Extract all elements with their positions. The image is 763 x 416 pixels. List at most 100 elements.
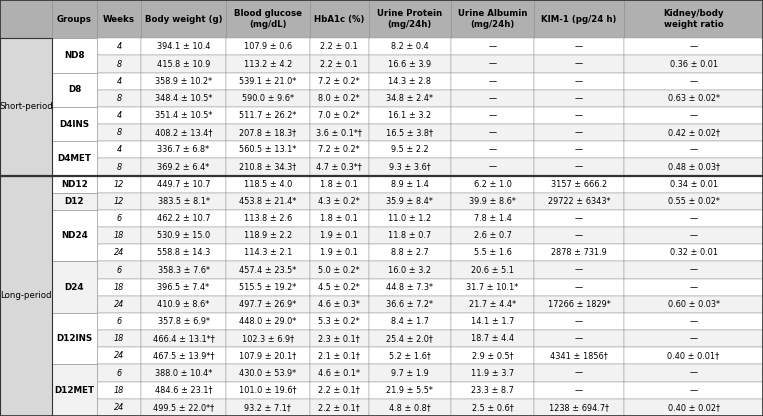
Bar xyxy=(141,38,226,55)
Bar xyxy=(141,158,226,176)
Text: 497.7 ± 26.9*: 497.7 ± 26.9* xyxy=(239,300,297,309)
Bar xyxy=(0,176,52,416)
Text: 457.4 ± 23.5*: 457.4 ± 23.5* xyxy=(239,265,297,275)
Text: —: — xyxy=(488,128,497,137)
Bar xyxy=(97,193,141,210)
Bar xyxy=(310,176,369,193)
Bar xyxy=(451,158,534,176)
Text: —: — xyxy=(488,59,497,69)
Bar xyxy=(141,364,226,381)
Text: —: — xyxy=(575,59,583,69)
Text: —: — xyxy=(575,334,583,343)
Bar xyxy=(141,107,226,124)
Bar xyxy=(534,227,624,244)
Bar xyxy=(226,176,310,193)
Bar xyxy=(369,193,451,210)
Bar xyxy=(226,347,310,364)
Bar xyxy=(141,90,226,107)
Text: 2.6 ± 0.7: 2.6 ± 0.7 xyxy=(474,231,511,240)
Text: 0.63 ± 0.02*: 0.63 ± 0.02* xyxy=(668,94,720,103)
Bar xyxy=(451,0,534,38)
Bar xyxy=(534,193,624,210)
Text: D4INS: D4INS xyxy=(60,120,89,129)
Bar xyxy=(52,141,97,176)
Bar xyxy=(534,262,624,279)
Bar xyxy=(624,0,763,38)
Text: 4.5 ± 0.2*: 4.5 ± 0.2* xyxy=(318,283,360,292)
Bar xyxy=(624,364,763,381)
Text: 2.2 ± 0.1†: 2.2 ± 0.1† xyxy=(318,403,360,412)
Text: D24: D24 xyxy=(65,283,84,292)
Text: —: — xyxy=(690,369,697,378)
Text: 5.3 ± 0.2*: 5.3 ± 0.2* xyxy=(318,317,360,326)
Text: 6: 6 xyxy=(117,265,121,275)
Text: 12: 12 xyxy=(114,180,124,189)
Text: 16.5 ± 3.8†: 16.5 ± 3.8† xyxy=(386,128,433,137)
Text: 107.9 ± 0.6: 107.9 ± 0.6 xyxy=(243,42,292,51)
Text: —: — xyxy=(575,42,583,51)
Bar xyxy=(226,124,310,141)
Bar xyxy=(226,279,310,296)
Text: 113.2 ± 4.2: 113.2 ± 4.2 xyxy=(243,59,292,69)
Bar xyxy=(141,262,226,279)
Text: —: — xyxy=(690,231,697,240)
Text: ND24: ND24 xyxy=(61,231,88,240)
Text: —: — xyxy=(690,283,697,292)
Bar xyxy=(369,124,451,141)
Text: 102.3 ± 6.9†: 102.3 ± 6.9† xyxy=(242,334,294,343)
Text: 0.48 ± 0.03†: 0.48 ± 0.03† xyxy=(668,163,720,171)
Text: Weeks: Weeks xyxy=(103,15,135,24)
Bar xyxy=(624,193,763,210)
Text: 114.3 ± 2.1: 114.3 ± 2.1 xyxy=(243,248,292,258)
Bar xyxy=(226,90,310,107)
Bar xyxy=(226,38,310,55)
Bar xyxy=(310,124,369,141)
Bar xyxy=(226,73,310,90)
Text: Kidney/body
weight ratio: Kidney/body weight ratio xyxy=(663,10,724,29)
Text: —: — xyxy=(488,77,497,86)
Bar xyxy=(226,262,310,279)
Text: 1238 ± 694.7†: 1238 ± 694.7† xyxy=(549,403,609,412)
Bar xyxy=(97,107,141,124)
Text: 3157 ± 666.2: 3157 ± 666.2 xyxy=(551,180,607,189)
Bar xyxy=(624,399,763,416)
Bar xyxy=(52,38,97,73)
Text: —: — xyxy=(575,369,583,378)
Bar xyxy=(97,381,141,399)
Bar xyxy=(624,141,763,158)
Text: —: — xyxy=(575,111,583,120)
Text: 430.0 ± 53.9*: 430.0 ± 53.9* xyxy=(240,369,296,378)
Text: 8: 8 xyxy=(117,128,121,137)
Text: —: — xyxy=(690,111,697,120)
Bar xyxy=(141,381,226,399)
Text: 558.8 ± 14.3: 558.8 ± 14.3 xyxy=(157,248,210,258)
Bar xyxy=(141,399,226,416)
Text: 207.8 ± 18.3†: 207.8 ± 18.3† xyxy=(239,128,297,137)
Text: 18: 18 xyxy=(114,334,124,343)
Bar xyxy=(451,381,534,399)
Bar xyxy=(226,381,310,399)
Bar xyxy=(52,73,97,107)
Bar xyxy=(624,107,763,124)
Text: —: — xyxy=(690,214,697,223)
Bar xyxy=(141,296,226,313)
Bar xyxy=(141,279,226,296)
Text: 2.9 ± 0.5†: 2.9 ± 0.5† xyxy=(472,352,513,360)
Text: 6.2 ± 1.0: 6.2 ± 1.0 xyxy=(474,180,511,189)
Text: 5.5 ± 1.6: 5.5 ± 1.6 xyxy=(474,248,511,258)
Bar xyxy=(534,210,624,227)
Text: 590.0 ± 9.6*: 590.0 ± 9.6* xyxy=(242,94,294,103)
Bar xyxy=(52,107,97,141)
Text: 449.7 ± 10.7: 449.7 ± 10.7 xyxy=(157,180,210,189)
Bar xyxy=(369,227,451,244)
Text: ND12: ND12 xyxy=(61,180,88,189)
Bar xyxy=(97,262,141,279)
Text: 7.0 ± 0.2*: 7.0 ± 0.2* xyxy=(318,111,360,120)
Text: 2878 ± 731.9: 2878 ± 731.9 xyxy=(551,248,607,258)
Text: 394.1 ± 10.4: 394.1 ± 10.4 xyxy=(156,42,211,51)
Text: 18: 18 xyxy=(114,283,124,292)
Bar xyxy=(310,244,369,262)
Bar xyxy=(52,176,97,193)
Text: 1.8 ± 0.1: 1.8 ± 0.1 xyxy=(320,214,358,223)
Bar xyxy=(141,124,226,141)
